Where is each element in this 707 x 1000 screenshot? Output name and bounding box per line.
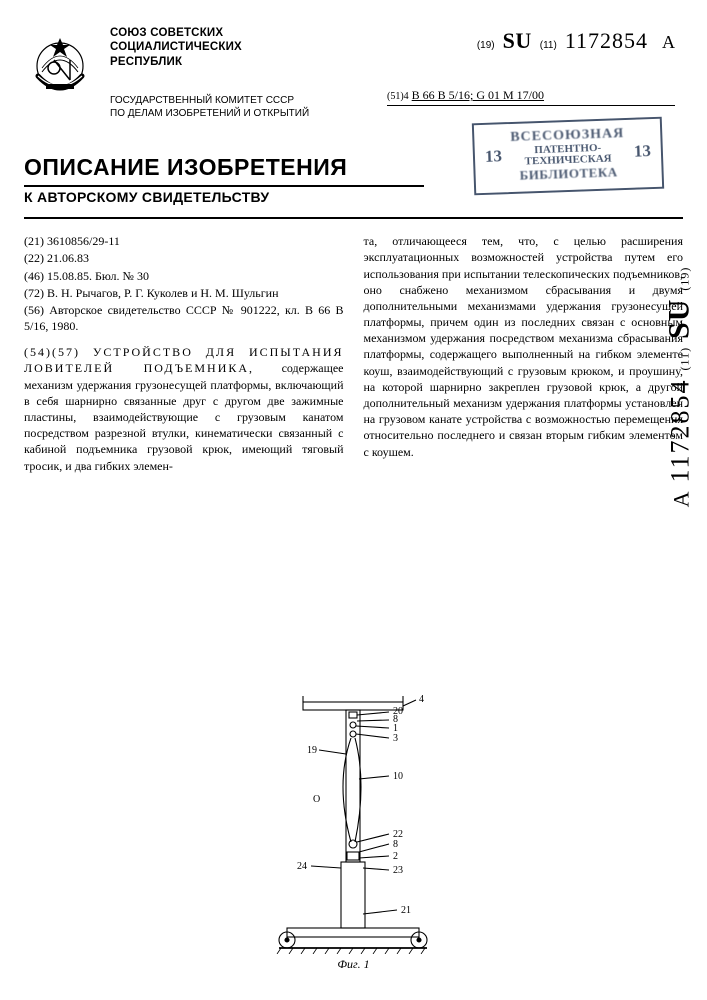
title-block: ОПИСАНИЕ ИЗОБРЕТЕНИЯ К АВТОРСКОМУ СВИДЕТ… bbox=[24, 154, 683, 205]
spine-cc: SU bbox=[662, 299, 696, 339]
ipc-classification: (51)4 B 66 B 5/16; G 01 M 17/00 bbox=[387, 88, 675, 106]
field-19-prefix: (19) bbox=[477, 40, 495, 51]
spine-number: 1172854 bbox=[665, 378, 695, 482]
ref-23: 23 bbox=[393, 865, 403, 876]
column-left: (21) 3610856/29-11 (22) 21.06.83 (46) 15… bbox=[24, 233, 344, 474]
ref-3: 3 bbox=[393, 733, 398, 744]
spine-codes: A 1172854 (11) SU (19) bbox=[659, 370, 699, 910]
figure-zone: 4 20 8 1 3 10 22 8 2 23 21 19 O 24 Фи bbox=[0, 684, 707, 972]
ipc-codes: B 66 B 5/16; G 01 M 17/00 bbox=[412, 88, 544, 102]
ref-4: 4 bbox=[419, 694, 424, 705]
publication-number: 1172854 bbox=[565, 28, 648, 54]
abstract-body-left: содержащее механизм удержания грузонесущ… bbox=[24, 361, 344, 472]
abstract-right: та, отличающееся тем, что, с целью расши… bbox=[364, 233, 684, 460]
ref-2: 2 bbox=[393, 851, 398, 862]
abstract-left: (54)(57) УСТРОЙСТВО ДЛЯ ИСПЫТАНИЯ ЛОВИТЕ… bbox=[24, 344, 344, 474]
doc-subtitle: К АВТОРСКОМУ СВИДЕТЕЛЬСТВУ bbox=[24, 189, 683, 205]
biblio-block: (21) 3610856/29-11 (22) 21.06.83 (46) 15… bbox=[24, 233, 344, 334]
ref-21: 21 bbox=[401, 905, 411, 916]
field-72: (72) В. Н. Рычагов, Р. Г. Куколев и Н. М… bbox=[24, 285, 344, 301]
ref-8b: 8 bbox=[393, 839, 398, 850]
country-code: SU bbox=[503, 28, 532, 54]
field-56: (56) Авторское свидетельство СССР № 9012… bbox=[24, 302, 344, 334]
spine-text: A 1172854 (11) SU (19) bbox=[662, 267, 696, 508]
ussr-emblem-icon bbox=[24, 26, 96, 98]
page-root: СОЮЗ СОВЕТСКИХ СОЦИАЛИСТИЧЕСКИХ РЕСПУБЛИ… bbox=[0, 0, 707, 1000]
figure-caption: Фиг. 1 bbox=[251, 957, 456, 972]
field-46: (46) 15.08.85. Бюл. № 30 bbox=[24, 268, 344, 284]
spine-19-prefix: (19) bbox=[677, 267, 692, 291]
ref-19: 19 bbox=[307, 745, 317, 756]
figure-svg: 4 20 8 1 3 10 22 8 2 23 21 19 O 24 bbox=[251, 684, 456, 954]
field-22: (22) 21.06.83 bbox=[24, 250, 344, 266]
body-columns: (21) 3610856/29-11 (22) 21.06.83 (46) 15… bbox=[24, 217, 683, 474]
ref-O: O bbox=[313, 794, 320, 805]
figure-1: 4 20 8 1 3 10 22 8 2 23 21 19 O 24 Фи bbox=[251, 684, 456, 972]
field-11-prefix: (11) bbox=[540, 40, 557, 51]
column-right: та, отличающееся тем, что, с целью расши… bbox=[364, 233, 684, 474]
spine-kind: A bbox=[668, 491, 694, 508]
doc-title: ОПИСАНИЕ ИЗОБРЕТЕНИЯ bbox=[24, 154, 683, 181]
kind-code: A bbox=[662, 32, 675, 53]
publication-codes: (19) SU (11) 1172854 A bbox=[477, 28, 675, 54]
ref-24: 24 bbox=[297, 861, 307, 872]
spine-11-prefix: (11) bbox=[677, 347, 692, 371]
field-21: (21) 3610856/29-11 bbox=[24, 233, 344, 249]
ref-10: 10 bbox=[393, 771, 403, 782]
ipc-prefix: (51)4 bbox=[387, 91, 409, 102]
title-rule bbox=[24, 185, 424, 187]
